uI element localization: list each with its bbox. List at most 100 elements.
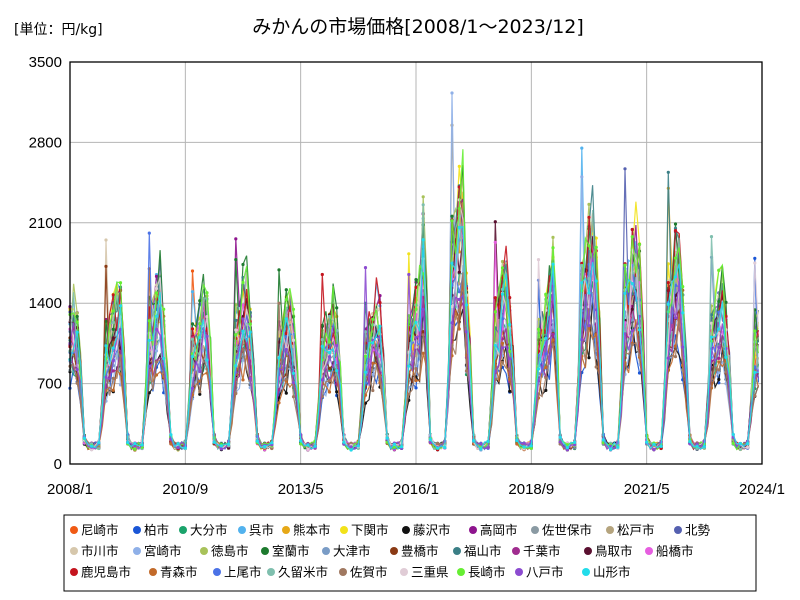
data-point <box>709 377 714 381</box>
data-point <box>111 376 115 380</box>
data-point <box>673 256 678 260</box>
data-point <box>500 360 505 364</box>
data-point <box>154 360 159 364</box>
data-point <box>248 322 252 326</box>
legend-marker <box>512 547 520 555</box>
legend-box <box>63 514 757 592</box>
legend-marker <box>457 568 465 576</box>
data-point <box>508 357 512 361</box>
data-point <box>277 268 281 272</box>
data-point <box>450 305 454 309</box>
data-point <box>753 256 757 260</box>
data-point <box>414 335 418 340</box>
data-point <box>493 343 497 347</box>
data-point <box>717 331 721 336</box>
data-point <box>493 220 497 224</box>
legend-label: 宮崎市 <box>144 544 182 559</box>
data-point <box>637 353 642 357</box>
data-point <box>234 391 238 396</box>
data-point <box>493 296 497 300</box>
data-point <box>205 315 209 319</box>
series-松戸市 <box>68 123 759 452</box>
data-point <box>291 395 296 399</box>
data-point <box>241 317 245 321</box>
data-point <box>681 285 685 289</box>
data-point <box>75 320 79 324</box>
data-point <box>529 446 533 450</box>
data-point <box>753 394 757 398</box>
data-point <box>356 444 360 448</box>
data-point <box>198 369 202 374</box>
legend-item: 佐世保市 <box>531 523 592 538</box>
data-point <box>637 328 642 332</box>
legend-marker <box>70 568 78 576</box>
legend-label: 青森市 <box>160 565 198 580</box>
data-point <box>284 391 288 395</box>
data-point <box>709 313 714 317</box>
plot-frame <box>69 61 763 465</box>
data-point <box>508 349 512 354</box>
data-point <box>587 202 591 206</box>
data-point <box>407 392 411 396</box>
x-tick-label: 2013/5 <box>278 481 324 498</box>
legend-item: 佐賀市 <box>339 565 388 580</box>
y-tick-label: 0 <box>54 456 62 473</box>
data-point <box>486 446 490 450</box>
data-point <box>450 91 454 95</box>
data-point <box>673 316 678 320</box>
data-point <box>573 440 577 444</box>
data-point <box>681 311 685 315</box>
legend-marker <box>322 547 330 555</box>
x-tick-label: 2008/1 <box>47 481 93 498</box>
legend-item: 市川市 <box>70 544 119 559</box>
data-point <box>500 341 505 345</box>
data-point <box>457 297 461 302</box>
data-point <box>154 274 159 278</box>
data-point <box>717 368 721 372</box>
data-point <box>637 371 642 375</box>
data-point <box>349 448 353 452</box>
series-line <box>69 92 759 452</box>
legend-label: 藤沢市 <box>413 523 451 538</box>
data-point <box>176 442 180 446</box>
axis-labels: 0 700 1400 2100 2800 3500 2008/1 2010/9 2013/5 20… <box>29 54 785 498</box>
legend-item: 下関市 <box>340 523 389 538</box>
data-point <box>500 337 505 341</box>
y-tick-label: 1400 <box>29 295 62 312</box>
data-point <box>263 444 267 448</box>
data-point <box>169 433 173 437</box>
legend-item: 青森市 <box>149 565 198 580</box>
legend-item: 藤沢市 <box>402 523 451 538</box>
data-point <box>385 436 389 440</box>
legend-label: 大津市 <box>333 544 371 559</box>
legend-marker <box>674 526 682 534</box>
data-point <box>666 281 670 285</box>
legend-item: 尼崎市 <box>70 523 119 538</box>
data-point <box>183 446 187 450</box>
data-point <box>392 442 396 446</box>
series-line <box>69 252 759 451</box>
legend-marker <box>179 526 187 534</box>
data-point <box>587 244 591 248</box>
data-point <box>580 281 584 285</box>
legend-item: 上尾市 <box>213 565 262 580</box>
data-point <box>551 262 555 266</box>
data-point <box>75 330 79 334</box>
data-point <box>133 447 137 451</box>
data-point <box>666 262 670 266</box>
data-point <box>327 350 332 355</box>
data-point <box>731 432 735 437</box>
data-point <box>587 356 591 360</box>
legend-marker <box>70 547 78 555</box>
data-point <box>630 282 634 286</box>
legend-label: 徳島市 <box>211 544 249 559</box>
data-point <box>190 290 195 294</box>
data-point <box>154 349 159 353</box>
data-point <box>241 358 245 362</box>
y-tick-label: 3500 <box>29 54 62 71</box>
data-point <box>479 442 483 446</box>
data-point <box>320 378 324 382</box>
series-室蘭市 <box>68 165 759 451</box>
legend-item: 鳥取市 <box>584 544 633 559</box>
series-layer <box>68 91 759 452</box>
